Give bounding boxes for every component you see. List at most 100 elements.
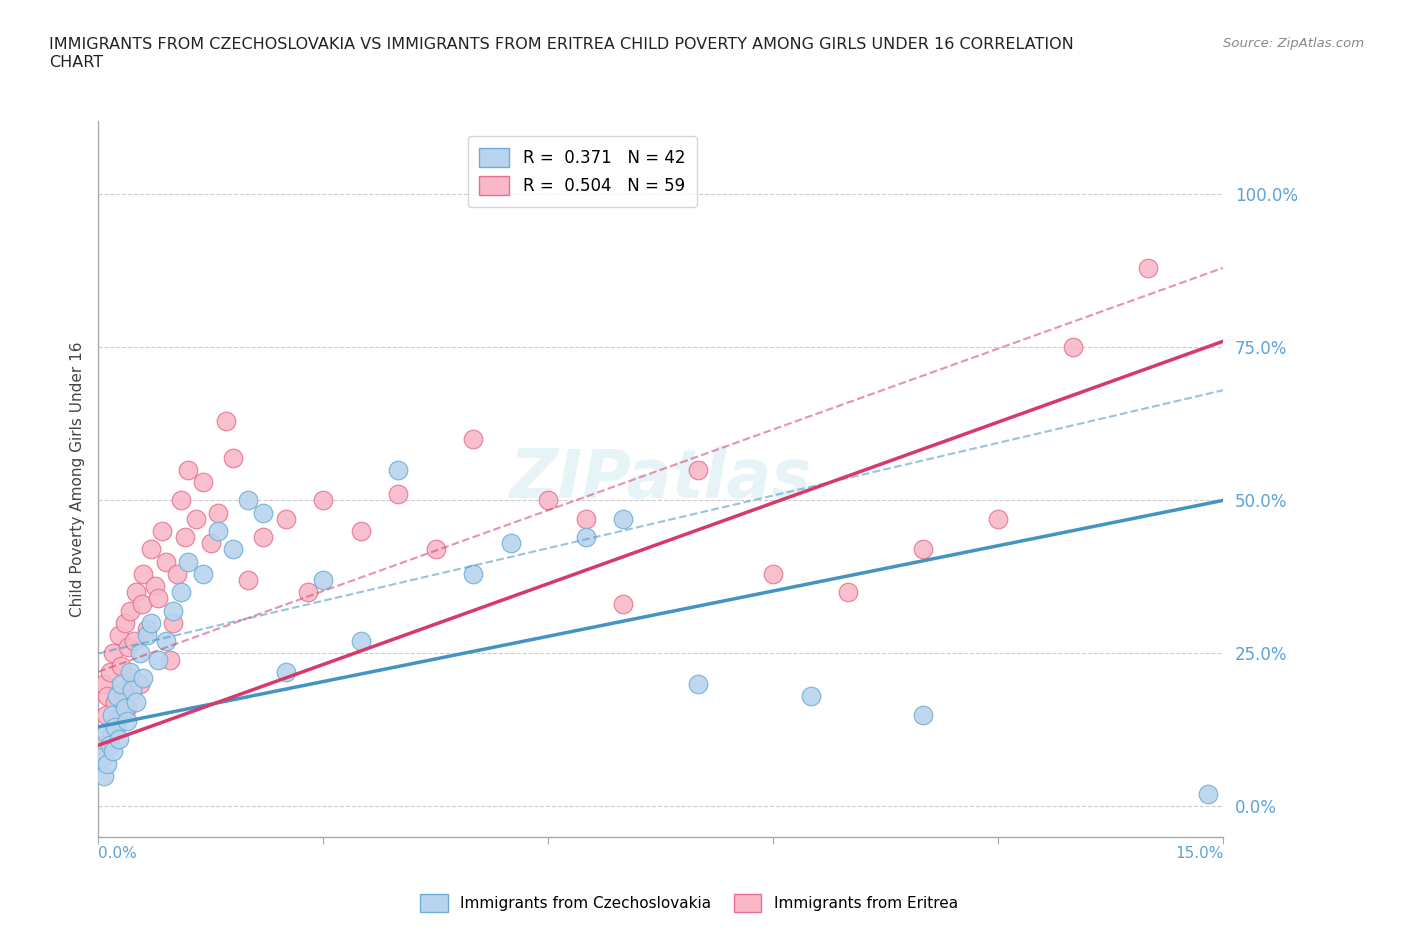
Point	[350, 633, 373, 648]
Point	[148, 652, 170, 667]
Point	[215, 413, 238, 428]
Point	[193, 566, 215, 581]
Point	[115, 701, 138, 716]
Point	[118, 603, 141, 618]
Point	[103, 744, 125, 759]
Legend: Immigrants from Czechoslovakia, Immigrants from Eritrea: Immigrants from Czechoslovakia, Immigran…	[413, 888, 965, 918]
Point	[143, 578, 166, 593]
Point	[162, 603, 184, 618]
Point	[159, 652, 181, 667]
Point	[207, 505, 229, 520]
Point	[177, 554, 200, 569]
Point	[118, 664, 141, 679]
Point	[575, 530, 598, 545]
Point	[132, 566, 155, 581]
Point	[132, 671, 155, 685]
Point	[312, 573, 335, 588]
Point	[124, 633, 146, 648]
Point	[193, 474, 215, 489]
Point	[136, 621, 159, 636]
Point	[575, 512, 598, 526]
Point	[238, 573, 260, 588]
Point	[425, 542, 447, 557]
Point	[612, 512, 634, 526]
Point	[912, 542, 935, 557]
Point	[98, 737, 121, 752]
Text: ZIPatlas: ZIPatlas	[510, 446, 811, 512]
Point	[987, 512, 1010, 526]
Point	[128, 646, 150, 661]
Point	[101, 725, 124, 740]
Point	[912, 707, 935, 722]
Point	[274, 664, 297, 679]
Point	[173, 530, 195, 545]
Point	[252, 530, 274, 545]
Point	[110, 676, 132, 691]
Point	[94, 725, 117, 740]
Point	[91, 737, 114, 752]
Point	[200, 536, 222, 551]
Point	[155, 554, 177, 569]
Point	[108, 628, 131, 643]
Point	[1062, 340, 1084, 355]
Point	[148, 591, 170, 605]
Point	[800, 689, 823, 704]
Point	[114, 616, 136, 631]
Point	[463, 566, 485, 581]
Point	[688, 462, 710, 477]
Text: 0.0%: 0.0%	[98, 846, 138, 861]
Point	[96, 756, 118, 771]
Text: 15.0%: 15.0%	[1175, 846, 1223, 861]
Point	[121, 683, 143, 698]
Point	[155, 633, 177, 648]
Point	[114, 701, 136, 716]
Point	[139, 616, 162, 631]
Point	[207, 524, 229, 538]
Point	[91, 750, 114, 764]
Point	[688, 676, 710, 691]
Point	[499, 536, 522, 551]
Point	[170, 493, 193, 508]
Legend: R =  0.371   N = 42, R =  0.504   N = 59: R = 0.371 N = 42, R = 0.504 N = 59	[468, 137, 696, 206]
Point	[108, 732, 131, 747]
Y-axis label: Child Poverty Among Girls Under 16: Child Poverty Among Girls Under 16	[69, 341, 84, 617]
Point	[252, 505, 274, 520]
Point	[1137, 260, 1160, 275]
Point	[238, 493, 260, 508]
Point	[537, 493, 560, 508]
Point	[93, 676, 115, 691]
Point	[350, 524, 373, 538]
Point	[115, 713, 138, 728]
Point	[112, 683, 135, 698]
Point	[121, 671, 143, 685]
Point	[184, 512, 207, 526]
Point	[463, 432, 485, 446]
Point	[837, 585, 859, 600]
Point	[104, 695, 127, 710]
Point	[297, 585, 319, 600]
Point	[139, 542, 162, 557]
Point	[93, 768, 115, 783]
Point	[312, 493, 335, 508]
Point	[150, 524, 173, 538]
Point	[387, 462, 409, 477]
Point	[96, 689, 118, 704]
Point	[94, 707, 117, 722]
Point	[222, 450, 245, 465]
Point	[103, 646, 125, 661]
Point	[117, 640, 139, 655]
Point	[274, 512, 297, 526]
Point	[98, 664, 121, 679]
Text: Source: ZipAtlas.com: Source: ZipAtlas.com	[1223, 37, 1364, 50]
Point	[136, 628, 159, 643]
Point	[387, 486, 409, 501]
Point	[162, 616, 184, 631]
Point	[128, 676, 150, 691]
Point	[105, 713, 128, 728]
Point	[104, 720, 127, 735]
Point	[166, 566, 188, 581]
Point	[1197, 787, 1219, 802]
Point	[125, 695, 148, 710]
Point	[110, 658, 132, 673]
Point	[762, 566, 785, 581]
